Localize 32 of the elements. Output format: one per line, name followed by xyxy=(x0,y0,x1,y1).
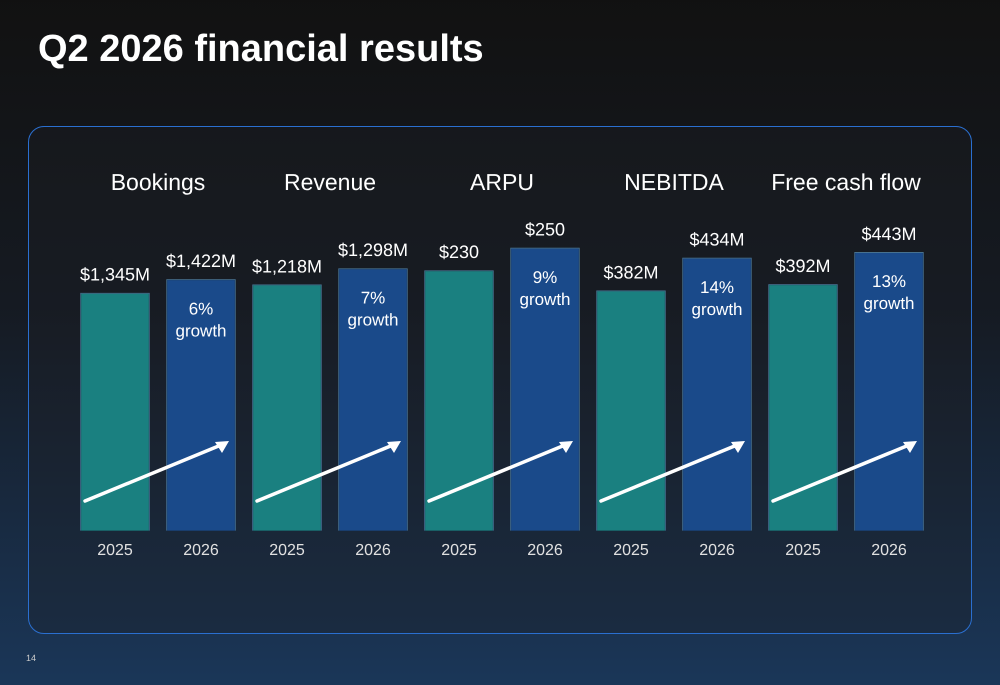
x-tick-label: 2025 xyxy=(441,542,477,559)
x-tick-label: 2025 xyxy=(269,542,305,559)
data-label: $392M xyxy=(775,256,831,276)
chart-title: Revenue xyxy=(284,169,376,196)
x-tick-label: 2025 xyxy=(613,542,649,559)
chart-title: Free cash flow xyxy=(771,169,922,196)
data-label: $230 xyxy=(438,242,480,262)
chart-title: Bookings xyxy=(110,169,206,196)
annotation: 7% growth xyxy=(347,288,399,330)
data-label: $443M xyxy=(861,224,917,244)
data-label: $1,345M xyxy=(80,264,150,285)
x-tick-label: 2026 xyxy=(699,542,735,559)
text: 14 xyxy=(26,653,36,663)
x-tick-label: 2026 xyxy=(355,542,391,559)
chart-title: NEBITDA xyxy=(624,169,724,196)
x-tick-label: 2026 xyxy=(527,542,563,559)
annotation: 14% growth xyxy=(691,278,743,319)
text: Q2 2026 financial results xyxy=(38,28,484,71)
annotation: 13% growth xyxy=(863,272,915,314)
x-tick-label: 2026 xyxy=(871,542,907,559)
data-label: $1,422M xyxy=(166,251,236,272)
data-label: $1,298M xyxy=(338,240,408,260)
data-label: $1,218M xyxy=(252,256,322,276)
annotation: 9% growth xyxy=(519,268,571,309)
data-label: $382M xyxy=(603,262,659,282)
data-label: $434M xyxy=(689,230,745,250)
annotation: 6% growth xyxy=(175,299,227,340)
x-tick-label: 2025 xyxy=(97,542,133,559)
data-label: $250 xyxy=(524,220,566,240)
chart-title: ARPU xyxy=(470,169,534,196)
x-tick-label: 2026 xyxy=(183,542,219,559)
x-tick-label: 2025 xyxy=(785,542,821,559)
